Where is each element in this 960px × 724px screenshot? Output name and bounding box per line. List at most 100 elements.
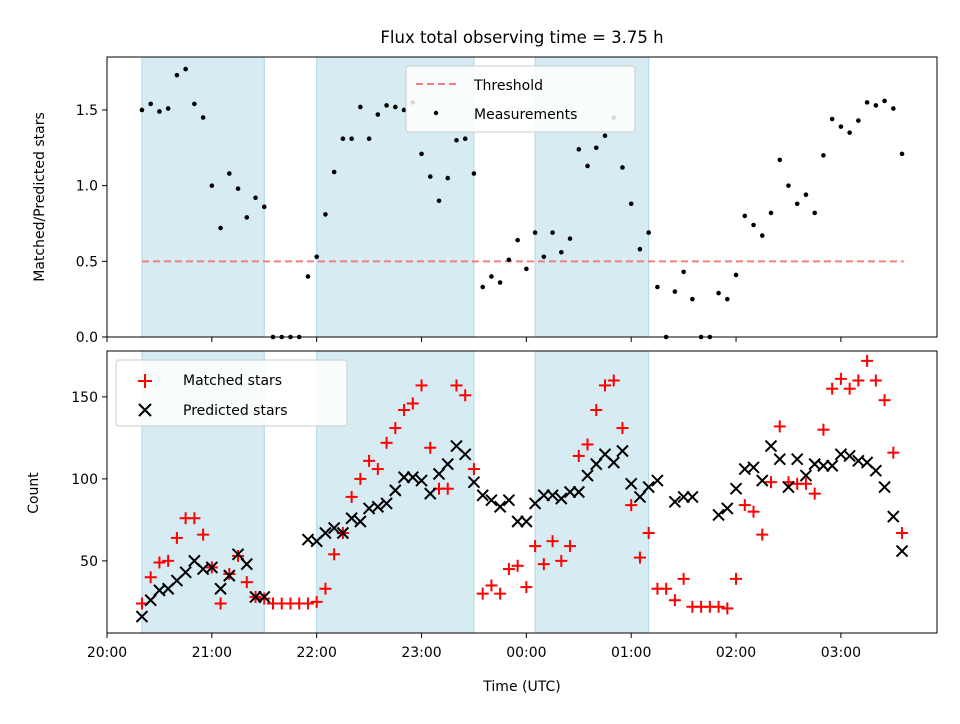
measurement-point — [593, 145, 599, 151]
matched-star-point — [572, 449, 585, 462]
matched-star-point — [144, 571, 157, 584]
matched-star-point — [887, 446, 900, 459]
x-marker-b — [555, 492, 568, 505]
top-window-0 — [141, 56, 265, 338]
x-marker-b — [415, 474, 428, 487]
predicted-star-point — [607, 456, 620, 469]
measurement-point — [899, 151, 905, 157]
matched-star-point — [668, 594, 681, 607]
measurement-point — [786, 183, 791, 188]
x-marker-b — [712, 508, 725, 522]
predicted-star-point — [825, 459, 839, 472]
legend-threshold-label: Threshold — [473, 78, 543, 94]
predicted-star-point — [415, 474, 428, 487]
predicted-star-point — [782, 480, 795, 494]
matched-star-point — [511, 559, 524, 572]
top-axes: 0.0 0.5 1.0 1.5 — [76, 56, 938, 346]
x-marker-b — [843, 449, 856, 463]
matched-star-point — [520, 581, 533, 594]
predicted-star-point — [476, 489, 489, 502]
measurement-point — [497, 280, 503, 285]
x-marker-b — [773, 453, 786, 466]
measurement-point — [821, 153, 826, 158]
predicted-star-point — [223, 569, 236, 582]
bottom-x-tick-label: 02:00 — [716, 645, 756, 661]
matched-star-point — [555, 554, 568, 567]
matched-star-point — [616, 422, 629, 435]
matched-star-point — [599, 379, 611, 392]
bottom-x-tick-label: 22:00 — [297, 645, 337, 661]
x-marker-b — [205, 561, 219, 574]
matched-star-point — [896, 526, 909, 539]
matched-star-point — [153, 556, 166, 569]
matched-star-point — [773, 420, 786, 433]
x-marker-b — [144, 594, 157, 607]
measurement-point — [340, 136, 346, 142]
matched-star-point — [581, 438, 594, 451]
measurement-point — [567, 236, 573, 241]
predicted-star-point — [179, 566, 192, 579]
predicted-star-point — [327, 521, 341, 535]
x-marker-b — [362, 502, 376, 515]
x-marker-b — [729, 482, 743, 495]
measurement-point — [672, 289, 678, 294]
x-marker-b — [441, 457, 454, 471]
matched-star-point — [861, 354, 874, 367]
predicted-star-point — [616, 444, 629, 458]
measurement-point — [725, 296, 730, 302]
bottom-frame — [106, 350, 938, 634]
matched-star-point — [756, 528, 769, 541]
matched-star-point — [214, 597, 227, 610]
x-marker-b — [476, 489, 489, 502]
predicted-star-point — [878, 480, 891, 494]
matched-star-point — [354, 472, 367, 485]
measurement-point — [253, 195, 258, 201]
bottom-window-2 — [534, 350, 650, 634]
predicted-star-point — [590, 457, 603, 471]
matched-star-point — [240, 576, 253, 589]
measurement-point — [742, 213, 748, 219]
x-marker-b — [520, 515, 533, 528]
predicted-star-point — [625, 477, 638, 491]
legend-measurements-swatch — [433, 110, 439, 116]
measurement-point — [873, 103, 879, 108]
matched-star-point — [424, 441, 437, 454]
matched-star-point — [467, 463, 480, 476]
measurement-point — [436, 198, 442, 204]
matched-star-point — [371, 463, 384, 476]
measurement-point — [358, 104, 363, 110]
measurement-point — [471, 171, 477, 176]
predicted-star-point — [869, 464, 883, 477]
measurement-point — [550, 230, 555, 235]
matched-star-point — [721, 602, 734, 615]
top-y-tick-label: 1.5 — [76, 103, 98, 119]
bottom-y-axis-label: Count — [26, 472, 42, 514]
matched-star-point — [869, 374, 882, 387]
matched-star-point — [301, 597, 314, 610]
matched-star-point — [826, 382, 839, 395]
predicted-star-point — [633, 490, 647, 504]
measurement-point — [384, 103, 389, 108]
predicted-star-point — [371, 500, 385, 513]
x-marker-b — [633, 490, 647, 504]
measurement-point — [882, 98, 887, 104]
predicted-star-point — [642, 480, 655, 494]
bottom-x-tick-label: 20:00 — [87, 645, 127, 661]
x-marker-b — [651, 474, 664, 487]
bottom-x-tick-label: 23:00 — [401, 645, 441, 661]
predicted-star-point — [764, 439, 778, 453]
matched-star-point — [808, 487, 821, 500]
x-marker-b — [598, 448, 612, 461]
x-marker-b — [616, 444, 629, 458]
x-marker-b — [327, 521, 341, 535]
x-marker-b — [240, 557, 253, 571]
predicted-star-point — [424, 487, 437, 500]
x-marker-b — [895, 544, 909, 558]
measurement-point — [480, 284, 485, 290]
matched-star-point — [642, 526, 655, 539]
measurement-point — [489, 274, 494, 279]
predicted-star-point — [773, 453, 786, 466]
matched-star-point — [738, 499, 751, 512]
bottom-axes: 50 100 150 20:00 21:00 22:00 23:00 00:00 01:00 02… — [71, 350, 938, 661]
matched-star-point — [398, 404, 411, 417]
